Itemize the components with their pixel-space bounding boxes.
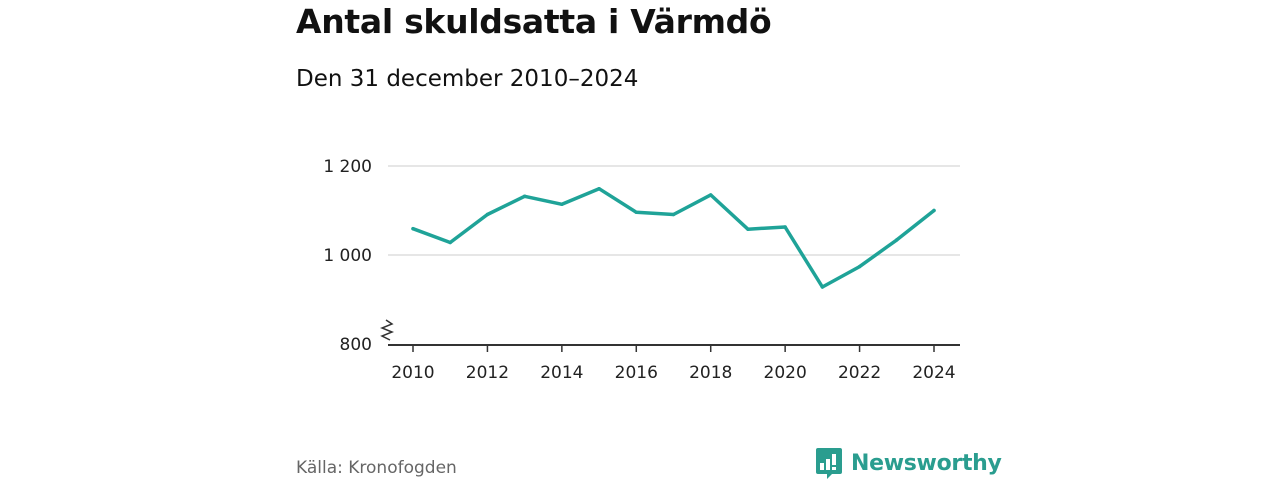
data-point [820,285,825,289]
axes [379,319,960,352]
data-point [448,240,452,245]
x-tick-label: 2024 [912,363,955,383]
series-line [411,186,936,289]
x-tick-label: 2020 [764,363,807,383]
series [411,186,936,289]
data-point [485,212,490,217]
data-point [522,194,527,198]
data-point [560,202,564,206]
data-point [783,225,787,229]
x-tick-label: 2014 [540,363,583,383]
y-tick-label: 1 000 [323,246,372,266]
data-point [932,208,936,213]
chart-subtitle: Den 31 december 2010–2024 [296,66,639,92]
data-point [597,186,601,191]
x-tick-label: 2012 [466,363,509,383]
data-point [411,227,415,231]
data-point [895,238,899,242]
axis-break-icon [379,319,395,341]
brand-name: Newsworthy [851,450,1002,476]
bar-chart-icon [816,448,842,479]
x-tick-label: 2010 [391,363,434,383]
line-chart: 800 1 000 1 200 2010 2012 2014 2016 2018 2020 202… [323,157,960,383]
x-tick-label: 2016 [615,363,658,383]
source-note: Källa: Kronofogden [296,458,457,478]
y-tick-label: 800 [340,335,372,355]
y-tick-label: 1 200 [323,157,372,177]
x-tick-label: 2022 [838,363,881,383]
chart-title: Antal skuldsatta i Värmdö [296,2,772,41]
tick-labels: 800 1 000 1 200 2010 2012 2014 2016 2018 2020 202… [323,157,955,383]
data-point [746,227,750,231]
data-point [634,210,638,214]
data-point [709,193,713,197]
brand-logo: Newsworthy [815,446,1002,480]
gridlines [388,165,960,256]
data-point [671,212,676,217]
x-tick-label: 2018 [689,363,732,383]
data-point [857,264,862,269]
